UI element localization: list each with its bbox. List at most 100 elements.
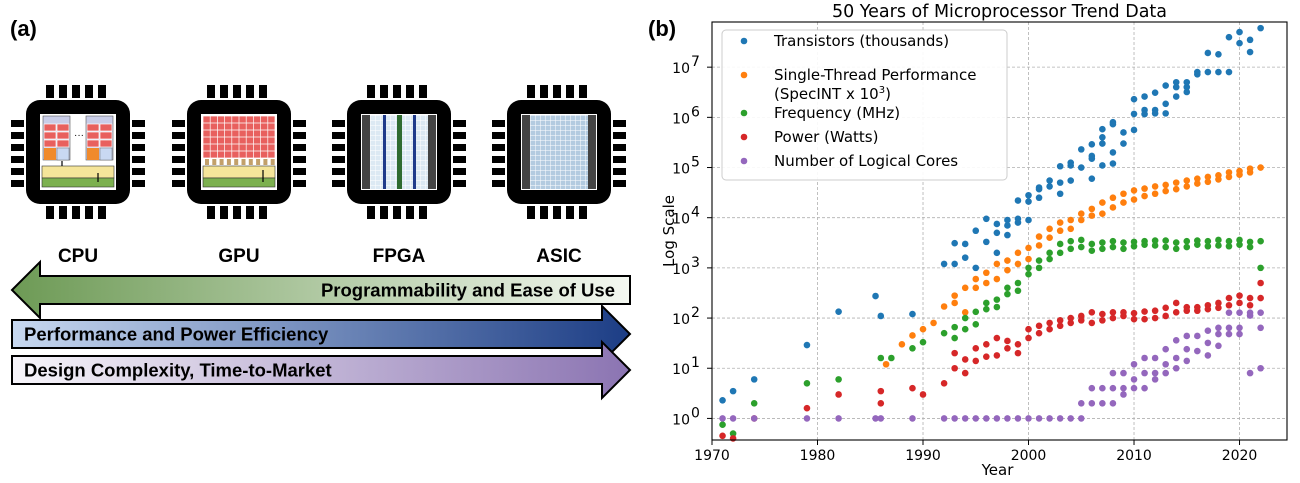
data-point — [1215, 242, 1222, 249]
data-point — [1120, 384, 1127, 392]
data-point — [1056, 219, 1064, 226]
data-point — [1215, 171, 1222, 179]
data-point — [1046, 225, 1053, 233]
data-point — [1088, 400, 1096, 407]
data-point — [1236, 171, 1243, 178]
data-point — [1246, 369, 1254, 377]
data-point — [983, 305, 990, 313]
data-point — [1004, 266, 1011, 274]
data-point — [1151, 237, 1159, 244]
data-point — [1025, 244, 1032, 252]
panel-b-label: (b) — [648, 16, 677, 41]
data-point — [729, 415, 737, 422]
y-tick-label: 10 — [672, 212, 690, 228]
data-point — [1194, 237, 1201, 244]
data-point — [983, 415, 990, 422]
data-point — [1194, 332, 1201, 340]
data-point — [1141, 110, 1148, 118]
data-point — [1004, 344, 1011, 352]
data-point — [1183, 78, 1191, 86]
data-point — [1014, 341, 1022, 348]
data-point — [1004, 216, 1011, 224]
data-point — [1035, 322, 1043, 330]
data-point — [1077, 317, 1085, 324]
data-point — [1236, 309, 1243, 316]
data-point — [1141, 315, 1148, 323]
data-point — [1056, 249, 1064, 257]
data-point — [1088, 155, 1096, 162]
data-point — [750, 415, 758, 422]
legend-box — [721, 29, 1008, 181]
data-point — [1141, 308, 1148, 315]
data-point — [961, 356, 969, 363]
legend-label: Single-Thread Performance — [774, 66, 976, 84]
y-tick-exponent: 2 — [691, 305, 700, 321]
data-point — [1151, 307, 1159, 315]
data-point — [1130, 196, 1138, 203]
data-point — [1141, 185, 1148, 192]
data-point — [909, 384, 916, 392]
data-point — [1130, 187, 1138, 194]
data-point — [1183, 88, 1191, 96]
data-point — [1141, 384, 1148, 392]
data-point — [1141, 192, 1148, 200]
data-point — [961, 369, 969, 377]
data-point — [1120, 245, 1127, 253]
data-point — [1151, 314, 1159, 322]
data-point — [1215, 299, 1222, 307]
data-point — [1109, 160, 1117, 167]
data-point — [1215, 342, 1222, 350]
legend-label: Frequency (MHz) — [774, 104, 900, 122]
data-point — [1088, 175, 1096, 182]
data-point — [1046, 234, 1053, 241]
chip-asic: ASIC — [492, 85, 626, 267]
data-point — [1056, 322, 1064, 330]
data-point — [1151, 89, 1159, 96]
data-point — [803, 380, 811, 387]
data-point — [1183, 83, 1191, 91]
data-point — [1088, 384, 1096, 392]
chip-label-fpga: FPGA — [373, 246, 426, 267]
chart-grid — [711, 22, 1287, 440]
data-point — [1225, 173, 1233, 181]
data-point — [1004, 231, 1011, 239]
data-point — [951, 364, 958, 372]
x-tick-label: 2020 — [1222, 448, 1258, 464]
data-point — [1236, 292, 1243, 299]
data-point — [1183, 357, 1191, 365]
data-point — [1141, 237, 1148, 245]
y-tick-label: 10 — [672, 262, 690, 278]
data-point — [1162, 360, 1169, 368]
arrow-label: Performance and Power Efficiency — [24, 324, 329, 345]
data-point — [1257, 164, 1264, 171]
data-point — [1141, 369, 1148, 377]
data-point — [919, 325, 927, 333]
data-point — [1162, 243, 1169, 251]
data-point — [1204, 352, 1212, 359]
data-point — [1246, 243, 1254, 251]
data-point — [1183, 237, 1191, 245]
chip-fpga: FPGA — [332, 85, 466, 267]
data-point — [1236, 39, 1243, 47]
legend-label-line2: (SpecINT x 103) — [774, 85, 891, 103]
data-point — [1014, 260, 1022, 268]
data-point — [1109, 369, 1117, 377]
data-point — [961, 284, 969, 292]
data-point — [1183, 303, 1191, 311]
data-point — [729, 430, 737, 437]
chip-gpu: GPU — [172, 85, 306, 267]
data-point — [1204, 49, 1212, 57]
data-point — [1225, 68, 1233, 76]
data-point — [1130, 95, 1138, 103]
data-point — [1130, 238, 1138, 246]
data-point — [872, 292, 879, 300]
data-point — [951, 299, 958, 307]
data-point — [1172, 179, 1180, 186]
arrow-1: Programmability and Ease of Use — [10, 259, 631, 321]
panel-a-figure: ··· CPU GPU FPGA ASIC Programmability and Ea… — [10, 85, 632, 401]
data-point — [961, 325, 969, 333]
data-point — [951, 349, 958, 357]
legend-item-frequency: Frequency (MHz) — [740, 104, 900, 122]
y-tick-exponent: 3 — [691, 255, 700, 271]
data-point — [1183, 243, 1191, 251]
